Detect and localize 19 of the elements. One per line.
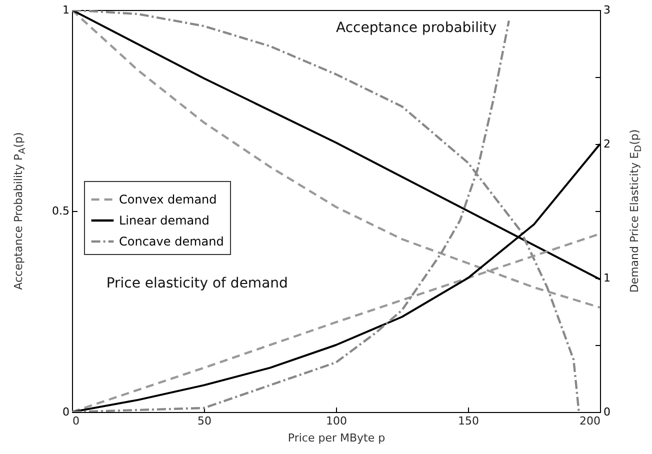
y-tick-label: 1 [62, 4, 70, 16]
y2-tick-label: 2 [604, 138, 610, 150]
legend-label: Linear demand [119, 214, 210, 228]
annotation: Price elasticity of demand [106, 275, 288, 292]
x-tick-label: 50 [198, 414, 212, 428]
x-tick-label: 150 [458, 414, 479, 428]
annotation: Acceptance probability [336, 20, 497, 36]
y-tick-label: 0.5 [52, 204, 70, 218]
x-axis-title: Price per MByte p [288, 432, 386, 444]
x-tick-label: 100 [326, 414, 347, 428]
line-series [72, 10, 580, 412]
y2-tick-label: 3 [604, 4, 610, 16]
legend-label: Concave demand [119, 234, 224, 248]
y-tick-label: 0 [62, 406, 70, 418]
x-tick-label: 0 [72, 414, 80, 428]
y2-tick-label: 1 [604, 272, 610, 284]
x-tick-label: 200 [580, 414, 600, 428]
legend-label: Convex demand [119, 192, 217, 206]
y2-tick-label: 0 [604, 406, 610, 418]
